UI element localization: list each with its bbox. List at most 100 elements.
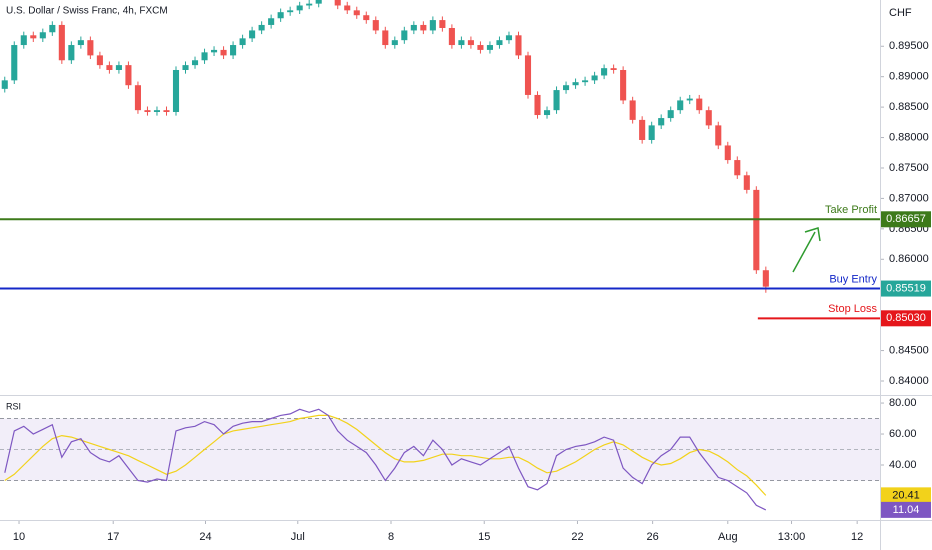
candle-body — [268, 18, 275, 25]
candle-body — [106, 65, 113, 70]
candle-body — [401, 30, 408, 41]
level-tag — [881, 310, 931, 327]
y-tick-label: 0.87000 — [889, 192, 929, 204]
candle-body — [477, 45, 484, 50]
candle-body — [696, 98, 703, 111]
level-name: Stop Loss — [828, 303, 877, 315]
x-tick-label: 24 — [199, 531, 211, 543]
level-tag — [881, 280, 931, 297]
candle-body — [382, 30, 389, 46]
candle-body — [496, 40, 503, 46]
candle-body — [658, 118, 665, 126]
candle-body — [753, 189, 760, 271]
x-tick-label: 8 — [388, 531, 394, 543]
candle-body — [582, 80, 589, 83]
level-name: Take Profit — [825, 204, 877, 216]
candle-body — [420, 24, 427, 31]
candle-body — [96, 55, 103, 66]
candle-body — [249, 30, 256, 39]
candle-body — [458, 40, 465, 46]
candle-body — [610, 68, 617, 70]
y-tick-label: 0.88000 — [889, 131, 929, 143]
candle-body — [344, 5, 351, 11]
x-tick-label: 12 — [851, 531, 863, 543]
rsi-y-tick-label: 60.00 — [889, 428, 917, 440]
candle-body — [296, 5, 303, 11]
candle-body — [724, 145, 731, 161]
candle-body — [277, 12, 284, 19]
candle-body — [30, 35, 37, 39]
candle-body — [39, 32, 46, 39]
rsi-tag — [881, 487, 931, 504]
y-tick-label: 0.84000 — [889, 375, 929, 387]
candle-body — [353, 10, 360, 16]
x-tick-label: Aug — [718, 531, 738, 543]
candle-body — [534, 94, 541, 116]
candle-body — [258, 24, 265, 31]
candle-body — [239, 38, 246, 46]
x-tick-label: 15 — [478, 531, 490, 543]
y-tick-label: 0.84500 — [889, 344, 929, 356]
candle-body — [372, 20, 379, 31]
candle-body — [20, 35, 27, 46]
candle-body — [201, 52, 208, 61]
level-tag-label: 0.86657 — [886, 213, 926, 225]
level-tag — [881, 211, 931, 228]
candle-body — [448, 27, 455, 46]
candle-body — [410, 24, 417, 31]
arrow-shaft — [792, 231, 816, 273]
candle-body — [287, 10, 294, 13]
y-tick-label: 0.86000 — [889, 253, 929, 265]
candle-body — [439, 20, 446, 28]
x-tick-label: 13:00 — [778, 531, 806, 543]
candle-body — [563, 85, 570, 91]
y-tick-label: 0.87500 — [889, 162, 929, 174]
rsi-line — [4, 408, 767, 511]
candle-body — [115, 65, 122, 70]
rsi-tag — [881, 501, 931, 518]
chart-title: U.S. Dollar / Swiss Franc, 4h, FXCM — [6, 6, 168, 17]
candle-body — [677, 100, 684, 111]
rsi-tag-label: 20.41 — [892, 489, 920, 501]
candle-body — [553, 90, 560, 111]
level-tag-label: 0.85519 — [886, 282, 926, 294]
candle-body — [77, 40, 84, 46]
candle-body — [211, 49, 218, 53]
candle-body — [11, 45, 18, 81]
candle-body — [515, 35, 522, 56]
candle-body — [125, 65, 132, 86]
candle-body — [734, 160, 741, 176]
rsi-label: RSI — [6, 401, 21, 411]
candle-body — [153, 110, 161, 112]
candle-body — [144, 110, 151, 112]
candle-body — [191, 60, 199, 66]
candle-body — [524, 55, 532, 95]
candle-body — [58, 24, 65, 61]
candle-body — [629, 100, 636, 120]
y-tick-label: 0.89500 — [889, 40, 929, 52]
candle-body — [87, 40, 94, 56]
candle-body — [639, 119, 646, 140]
arrow-head — [804, 227, 821, 242]
candle-body — [1, 80, 8, 89]
candle-body — [334, 0, 341, 6]
level-name: Buy Entry — [829, 273, 877, 285]
rsi-band — [0, 418, 880, 481]
candle-body — [601, 68, 608, 76]
y-tick-label: 0.89000 — [889, 71, 929, 83]
candle-body — [467, 40, 474, 46]
candle-body — [648, 125, 655, 140]
candle-body — [391, 40, 398, 46]
candle-body — [315, 0, 322, 4]
candle-body — [505, 35, 513, 41]
y-tick-label: 0.88500 — [889, 101, 929, 113]
candle-body — [705, 110, 712, 126]
candle-body — [715, 125, 722, 146]
candle-body — [220, 49, 227, 56]
candle-body — [686, 98, 693, 101]
rsi-pane — [0, 408, 880, 511]
rsi-tag-label: 11.04 — [893, 504, 920, 516]
candle-body — [743, 175, 750, 190]
x-tick-label: 22 — [571, 531, 583, 543]
